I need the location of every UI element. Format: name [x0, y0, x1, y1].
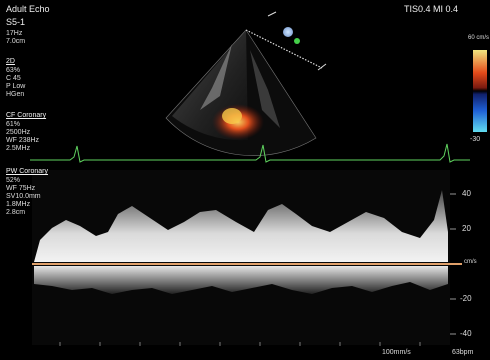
velocity-tick: -40 — [460, 329, 472, 338]
color-velocity-scale — [473, 50, 487, 132]
sweep-speed: 100mm/s — [382, 349, 411, 356]
mode-2d-settings: 63% C 45 P Low HGen — [6, 67, 26, 98]
sample-volume-marker-icon — [294, 38, 300, 44]
cf-coronary-settings: 61% 2500Hz WF 238Hz 2.5MHz — [6, 121, 40, 152]
velocity-tick: -20 — [460, 294, 472, 303]
safety-indices: TIS0.4 MI 0.4 — [404, 4, 459, 14]
pw-coronary-label: PW Coronary — [6, 168, 49, 175]
mode-2d-label: 2D — [6, 58, 15, 65]
depth: 7.0cm — [6, 38, 26, 45]
cf-coronary-label: CF Coronary — [6, 112, 47, 119]
heart-rate: 63bpm — [452, 349, 474, 356]
frame-rate: 17Hz — [6, 30, 23, 37]
pw-coronary-settings: 52% WF 75Hz SV10.0mm 1.8MHz 2.8cm — [6, 177, 41, 216]
velocity-unit: cm/s — [464, 259, 477, 265]
probe-orientation-icon — [283, 27, 293, 37]
transducer-preset: S5-1 — [6, 17, 26, 27]
color-scale-bottom-label: -30 — [470, 136, 481, 143]
velocity-tick: 40 — [462, 189, 471, 198]
app-title: Adult Echo — [6, 4, 50, 14]
velocity-tick: 20 — [462, 224, 471, 233]
color-scale-top-label: 60 cm/s — [468, 35, 490, 41]
